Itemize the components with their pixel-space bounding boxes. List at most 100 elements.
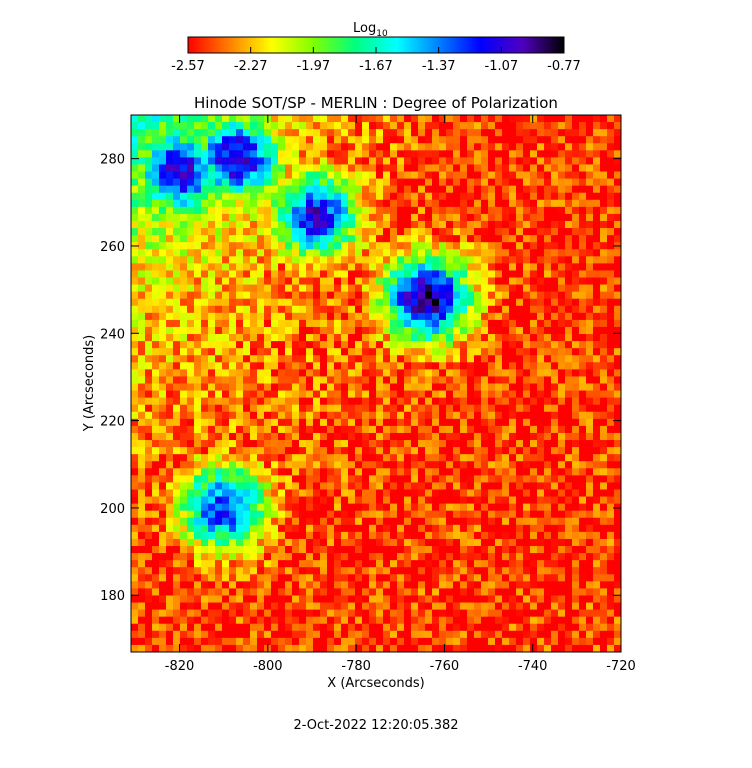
heatmap-cell xyxy=(341,432,349,441)
heatmap-cell xyxy=(145,136,153,144)
heatmap-cell xyxy=(495,447,503,455)
heatmap-cell xyxy=(432,574,440,582)
heatmap-cell xyxy=(572,115,580,123)
heatmap-cell xyxy=(404,362,412,370)
heatmap-cell xyxy=(600,235,608,243)
heatmap-cell xyxy=(488,404,496,413)
heatmap-cell xyxy=(285,185,293,194)
heatmap-cell xyxy=(523,341,531,349)
heatmap-cell xyxy=(145,482,153,490)
heatmap-cell xyxy=(586,369,594,377)
heatmap-cell xyxy=(299,270,307,278)
heatmap-cell xyxy=(446,185,454,194)
heatmap-cell xyxy=(488,192,496,201)
heatmap-cell xyxy=(145,503,153,512)
heatmap-cell xyxy=(341,192,349,201)
heatmap-cell xyxy=(159,263,167,271)
heatmap-cell xyxy=(327,326,335,335)
heatmap-cell xyxy=(152,397,160,406)
heatmap-cell xyxy=(516,164,524,172)
heatmap-cell xyxy=(593,143,601,151)
heatmap-cell xyxy=(425,249,433,257)
heatmap-cell xyxy=(502,489,510,497)
heatmap-cell xyxy=(474,326,482,335)
heatmap-cell xyxy=(138,609,146,618)
heatmap-cell xyxy=(215,369,223,377)
heatmap-cell xyxy=(173,524,181,533)
heatmap-cell xyxy=(404,383,412,391)
heatmap-cell xyxy=(278,546,286,554)
heatmap-cell xyxy=(131,496,139,505)
heatmap-cell xyxy=(299,524,307,533)
heatmap-cell xyxy=(208,150,216,158)
heatmap-cell xyxy=(411,404,419,413)
heatmap-cell xyxy=(467,503,475,512)
heatmap-cell xyxy=(495,185,503,194)
heatmap-cell xyxy=(355,581,363,589)
heatmap-cell xyxy=(320,228,328,236)
heatmap-cell xyxy=(579,581,587,589)
heatmap-cell xyxy=(306,150,314,158)
heatmap-cell xyxy=(285,341,293,349)
heatmap-cell xyxy=(201,567,209,575)
heatmap-cell xyxy=(537,440,545,448)
heatmap-cell xyxy=(327,397,335,406)
heatmap-cell xyxy=(579,496,587,505)
heatmap-cell xyxy=(600,334,608,342)
heatmap-cell xyxy=(320,425,328,434)
heatmap-cell xyxy=(138,242,146,250)
heatmap-cell xyxy=(348,355,356,363)
heatmap-cell xyxy=(607,334,615,342)
heatmap-cell xyxy=(593,369,601,377)
heatmap-cell xyxy=(334,178,342,187)
heatmap-cell xyxy=(138,425,146,434)
heatmap-cell xyxy=(509,242,517,250)
heatmap-cell xyxy=(432,319,440,328)
heatmap-cell xyxy=(243,178,251,187)
heatmap-cell xyxy=(229,489,237,497)
heatmap-cell xyxy=(509,418,517,427)
heatmap-cell xyxy=(299,447,307,455)
heatmap-cell xyxy=(446,129,454,137)
heatmap-cell xyxy=(383,432,391,441)
heatmap-cell xyxy=(593,418,601,427)
heatmap-cell xyxy=(194,136,202,144)
heatmap-cell xyxy=(579,242,587,250)
heatmap-cell xyxy=(593,546,601,554)
heatmap-cell xyxy=(229,546,237,554)
heatmap-cell xyxy=(376,376,384,384)
heatmap-cell xyxy=(369,362,377,370)
heatmap-cell xyxy=(453,192,461,201)
heatmap-cell xyxy=(229,178,237,187)
heatmap-cell xyxy=(285,531,293,540)
heatmap-cell xyxy=(397,192,405,201)
heatmap-cell xyxy=(215,538,223,547)
heatmap-cell xyxy=(285,546,293,554)
heatmap-cell xyxy=(488,602,496,611)
heatmap-cell xyxy=(348,228,356,236)
heatmap-cell xyxy=(306,376,314,384)
heatmap-cell xyxy=(488,531,496,540)
heatmap-cell xyxy=(250,284,258,293)
heatmap-cell xyxy=(502,376,510,384)
heatmap-cell xyxy=(152,235,160,243)
heatmap-cell xyxy=(600,129,608,137)
heatmap-cell xyxy=(341,199,349,208)
heatmap-cell xyxy=(614,553,622,561)
heatmap-cell xyxy=(180,206,188,215)
heatmap-cell xyxy=(243,524,251,533)
heatmap-cell xyxy=(201,228,209,236)
heatmap-cell xyxy=(537,546,545,554)
heatmap-cell xyxy=(523,284,531,293)
heatmap-cell xyxy=(593,595,601,603)
heatmap-cell xyxy=(187,185,195,194)
heatmap-cell xyxy=(600,242,608,250)
heatmap-cell xyxy=(264,369,272,377)
heatmap-cell xyxy=(530,581,538,589)
heatmap-cell xyxy=(250,291,258,300)
heatmap-cell xyxy=(481,284,489,293)
heatmap-cell xyxy=(383,376,391,384)
heatmap-cell xyxy=(495,206,503,215)
heatmap-cell xyxy=(145,390,153,399)
heatmap-cell xyxy=(390,482,398,490)
